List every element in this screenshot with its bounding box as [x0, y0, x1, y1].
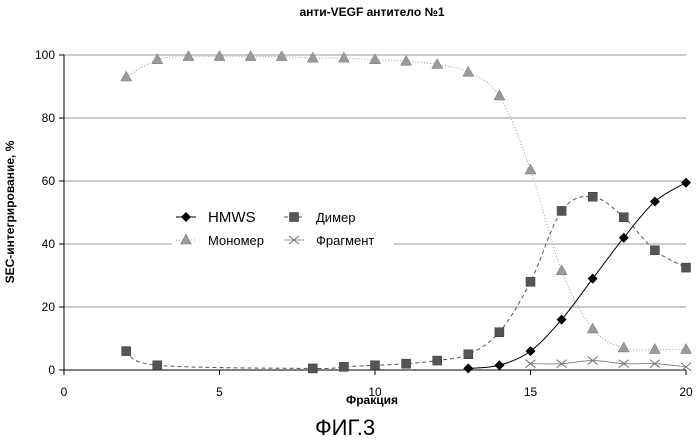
x-tick-label: 20 [679, 385, 693, 399]
series-1-point [681, 177, 691, 188]
legend-label: Димер [316, 210, 355, 225]
series-1-point [556, 314, 567, 325]
series-3-point [524, 163, 537, 175]
series-2-point [308, 363, 318, 374]
series-3-point [617, 341, 630, 353]
series-3-point [151, 53, 164, 64]
series-3-point [493, 89, 506, 101]
series-1-point [525, 346, 536, 357]
series-3-point [306, 51, 319, 63]
series-2-point [370, 360, 380, 371]
series-4-point [680, 362, 692, 372]
series-3-point [555, 264, 568, 276]
legend-label: Мономер [208, 233, 264, 248]
series-2-point [619, 212, 629, 222]
series-2-point [152, 360, 163, 371]
series-2-point [525, 277, 536, 287]
series-3-point [244, 50, 257, 61]
legend-label: Фрагмент [316, 233, 374, 248]
marker-stroke [288, 235, 300, 245]
series-2-point [339, 362, 349, 372]
series-4-point [649, 359, 661, 369]
x-tick-label: 10 [368, 385, 382, 399]
series-layer [120, 50, 692, 374]
series-3-point [182, 50, 195, 61]
series-4-point [587, 356, 599, 365]
legend-marker [180, 233, 192, 245]
series-3-point [648, 343, 661, 354]
series-2-point [681, 262, 691, 273]
y-tick-label: 60 [42, 174, 56, 188]
y-tick-label: 80 [42, 111, 56, 125]
series-2-point [121, 346, 131, 356]
x-tick-labels: 0 5 10 15 20 [61, 385, 693, 399]
series-1-point [587, 273, 598, 284]
series-2-point [494, 327, 505, 337]
marker-stroke [680, 362, 692, 372]
series-1-point [463, 363, 474, 374]
chart-title: анти-VEGF антитело №1 [299, 5, 444, 19]
series-3-point [400, 54, 413, 66]
series-4-point [556, 359, 567, 369]
series-2-point [587, 192, 598, 202]
legend-marker [181, 212, 191, 222]
series-2-point [432, 355, 442, 366]
y-tick-label: 0 [48, 363, 55, 377]
x-tick-label: 15 [524, 385, 538, 399]
y-tick-labels: 0 20 40 60 80 100 [35, 48, 55, 377]
series-3-point [431, 57, 444, 69]
marker-stroke [556, 359, 567, 369]
x-tick-label: 5 [216, 385, 223, 399]
series-3-point [369, 53, 381, 64]
marker-stroke [649, 359, 661, 369]
legend-label: HMWS [208, 209, 256, 226]
series-3-point [275, 50, 288, 61]
series-1-point [618, 232, 629, 243]
series-2-point [463, 349, 474, 359]
x-axis-label: Фракция [346, 393, 398, 407]
series-2-point [401, 358, 411, 369]
figure-caption: ФИГ.3 [315, 415, 375, 440]
series-3-point [586, 322, 599, 334]
y-axis-label: SEC-интегрирование, % [3, 140, 17, 283]
marker-stroke [618, 359, 630, 369]
series-1-point [494, 360, 505, 371]
legend-background [172, 200, 394, 274]
legend-marker [289, 212, 299, 222]
legend: HMWS Димер Мономер Фрагмент [176, 209, 374, 248]
series-3-point [462, 65, 475, 77]
y-tick-label: 40 [42, 237, 56, 251]
series-4-line [530, 360, 687, 368]
series-2-point [650, 245, 660, 256]
y-tick-label: 20 [42, 300, 56, 314]
series-2-point [556, 206, 567, 216]
marker-stroke [525, 359, 536, 369]
series-1-point [649, 196, 660, 207]
series-3-point [213, 50, 226, 61]
series-3-point [120, 70, 133, 82]
x-tick-label: 0 [61, 385, 68, 399]
legend-marker [288, 235, 300, 245]
series-3-point [337, 51, 350, 63]
series-4-point [525, 359, 536, 369]
marker-stroke [587, 356, 599, 365]
series-4-point [618, 359, 630, 369]
series-1-line [468, 182, 687, 369]
y-tick-label: 100 [35, 48, 55, 62]
series-3-point [680, 343, 692, 354]
